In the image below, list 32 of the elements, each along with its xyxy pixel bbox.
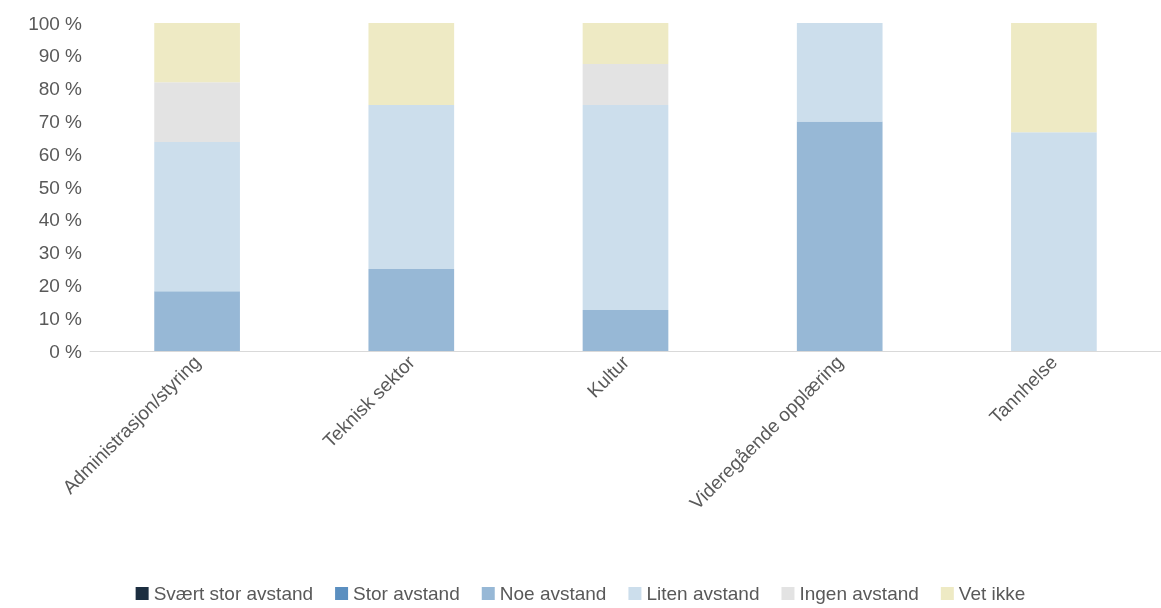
- bar: [796, 23, 883, 122]
- y-tick-label: 10 %: [38, 307, 83, 329]
- bar: [582, 64, 669, 105]
- bar: [582, 310, 669, 351]
- y-tick-label: 80 %: [38, 78, 83, 100]
- legend-label: Vet ikke: [958, 583, 1026, 604]
- bar: [368, 23, 455, 105]
- y-tick-label: 100 %: [28, 12, 83, 34]
- legend-label: Ingen avstand: [799, 583, 919, 604]
- bar: [1011, 23, 1097, 133]
- y-tick-label: 40 %: [38, 209, 83, 231]
- legend-label: Stor avstand: [353, 583, 460, 604]
- bar: [154, 142, 240, 292]
- bar: [368, 105, 455, 269]
- legend-label: Svært stor avstand: [153, 583, 314, 604]
- legend-label: Noe avstand: [499, 583, 607, 604]
- bar: [796, 121, 883, 351]
- bar: [368, 269, 455, 351]
- y-tick-label: 70 %: [38, 110, 83, 132]
- bar: [154, 82, 240, 143]
- bar: [582, 23, 669, 64]
- bar: [1011, 132, 1097, 351]
- bar: [582, 105, 669, 310]
- y-tick-label: 0 %: [49, 340, 83, 362]
- legend-label: Liten avstand: [646, 583, 760, 604]
- y-tick-label: 60 %: [38, 143, 83, 165]
- y-tick-label: 30 %: [38, 242, 83, 264]
- bar: [154, 291, 240, 351]
- bar: [154, 23, 240, 83]
- y-tick-label: 20 %: [38, 274, 83, 296]
- y-tick-label: 90 %: [38, 45, 83, 67]
- y-tick-label: 50 %: [38, 176, 83, 198]
